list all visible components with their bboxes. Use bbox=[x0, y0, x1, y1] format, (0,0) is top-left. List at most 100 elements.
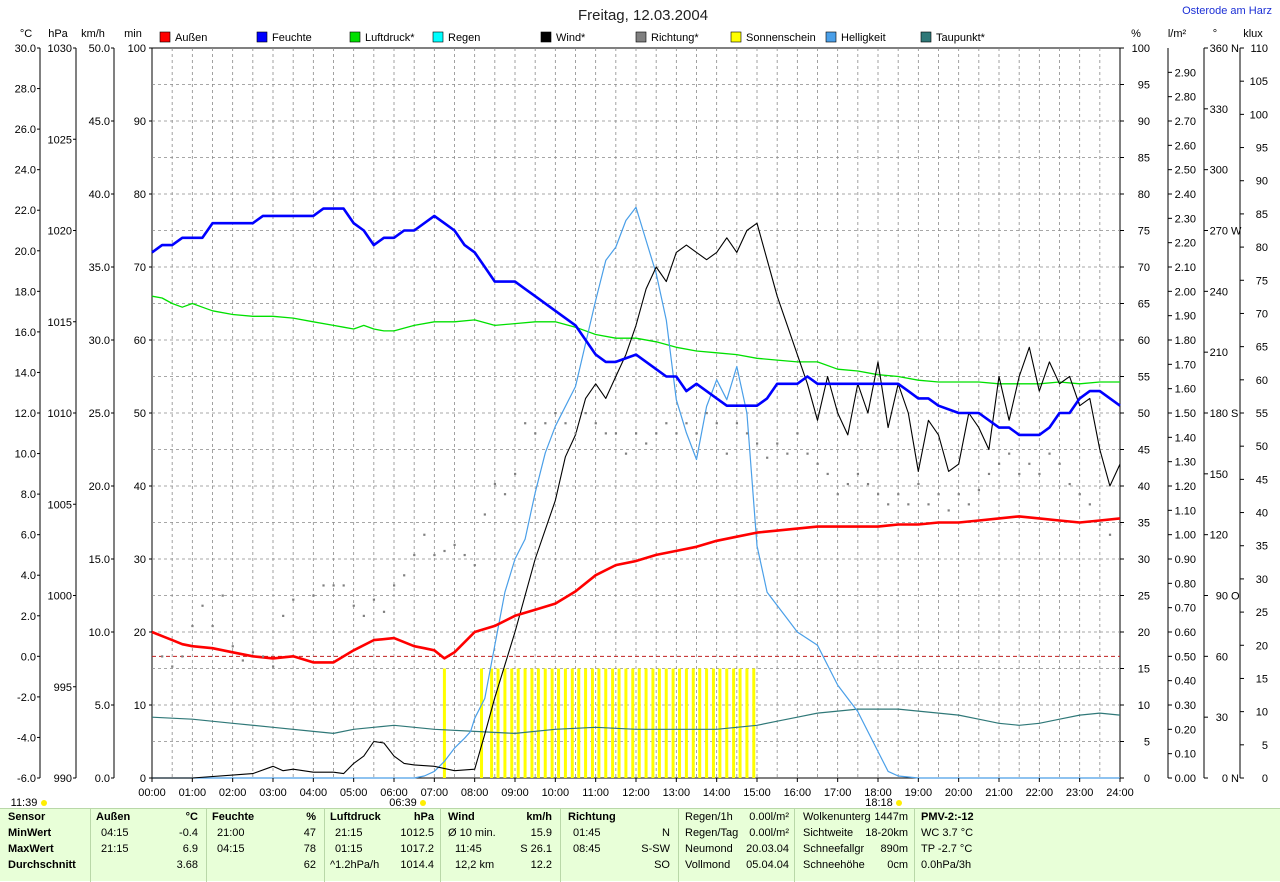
stats-luftdruck-column: Luftdruck hPa 21:15 1012.5 01:15 1017.2 ^1.… bbox=[324, 809, 440, 882]
wind-tick-label: 35.0 bbox=[89, 262, 110, 274]
humidity-tick-label: 60 bbox=[1138, 335, 1150, 347]
klux-tick-label: 20 bbox=[1256, 640, 1268, 652]
rain-tick-label: 2.40 bbox=[1175, 189, 1196, 201]
stats-pressure-trend: 0.0hPa/3h bbox=[921, 859, 972, 871]
klux-tick-label: 50 bbox=[1256, 441, 1268, 453]
richtung-point bbox=[423, 533, 426, 536]
unit-wind: km/h bbox=[81, 28, 105, 40]
richtung-point bbox=[695, 432, 698, 435]
stats-regen-1h-label: Regen/1h bbox=[685, 811, 733, 823]
stats-luftdruck-max-time: 01:15 bbox=[335, 843, 363, 855]
humidity-tick-label: 85 bbox=[1138, 153, 1150, 165]
unit-sun-min: min bbox=[124, 28, 142, 40]
richtung-point bbox=[514, 472, 517, 476]
stats-sensor-header: Sensor bbox=[8, 811, 46, 823]
direction-tick-label: 180 bbox=[1210, 408, 1228, 420]
stats-neumond-value: 20.03.04 bbox=[746, 843, 789, 855]
sun_min-tick-label: 0 bbox=[140, 773, 146, 785]
stats-schneehoehe-label: Schneehöhe bbox=[803, 859, 865, 871]
direction-compass-label: O bbox=[1231, 591, 1240, 603]
humidity-tick-label: 70 bbox=[1138, 262, 1150, 274]
stats-feuchte-avg-value: 62 bbox=[303, 859, 316, 871]
direction-compass-label: N bbox=[1231, 43, 1239, 55]
richtung-point bbox=[201, 604, 204, 607]
pressure-tick-label: 1000 bbox=[48, 591, 72, 603]
sun_min-tick-label: 10 bbox=[134, 700, 146, 712]
richtung-point bbox=[604, 432, 607, 435]
stats-aussen-header: Außen bbox=[96, 811, 131, 823]
rain-tick-label: 1.70 bbox=[1175, 359, 1196, 371]
legend-swatch bbox=[730, 31, 742, 43]
richtung-point bbox=[261, 655, 265, 658]
stats-feuchte-max-time: 04:15 bbox=[217, 843, 245, 855]
stats-regen-tag-value: 0.00l/m² bbox=[749, 827, 789, 839]
humidity-tick-label: 20 bbox=[1138, 627, 1150, 639]
stats-regen-column: Regen/1h 0.00l/m² Regen/Tag 0.00l/m² Neumo… bbox=[678, 809, 794, 882]
stats-sensor-column: Sensor MinWert MaxWert Durchschnitt bbox=[0, 809, 90, 882]
location-label[interactable]: Osterode am Harz bbox=[1182, 5, 1272, 17]
stats-regen-1h-value: 0.00l/m² bbox=[749, 811, 789, 823]
richtung-point bbox=[806, 452, 809, 455]
x-tick-label: 20:00 bbox=[945, 787, 973, 799]
klux-tick-label: 35 bbox=[1256, 541, 1268, 553]
klux-tick-label: 45 bbox=[1256, 474, 1268, 486]
temp-tick-label: 20.0 bbox=[15, 246, 36, 258]
pressure-tick-label: 990 bbox=[54, 773, 72, 785]
temp-tick-label: -2.0 bbox=[17, 692, 36, 704]
stats-feuchte-min-time: 21:00 bbox=[217, 827, 245, 839]
humidity-tick-label: 90 bbox=[1138, 116, 1150, 128]
sun_min-tick-label: 20 bbox=[134, 627, 146, 639]
klux-tick-label: 10 bbox=[1256, 707, 1268, 719]
stats-luftdruck-avg-value: 1014.4 bbox=[400, 859, 434, 871]
sun-marker-left-icon bbox=[41, 800, 47, 806]
richtung-point bbox=[1108, 533, 1112, 536]
richtung-point bbox=[564, 422, 567, 425]
richtung-point bbox=[897, 493, 900, 496]
stats-vollmond-label: Vollmond bbox=[685, 859, 731, 871]
richtung-point bbox=[503, 493, 507, 496]
sun_min-tick-label: 50 bbox=[134, 408, 146, 420]
temp-tick-label: 8.0 bbox=[21, 489, 36, 501]
stats-richtung-min-time: 01:45 bbox=[573, 827, 601, 839]
temp-tick-label: 12.0 bbox=[15, 408, 36, 420]
stats-aussen-max-value: 6.9 bbox=[182, 843, 198, 855]
richtung-point bbox=[332, 584, 335, 587]
richtung-point bbox=[645, 442, 648, 445]
stats-luftdruck-trend: ^1.2hPa/h bbox=[330, 859, 380, 871]
x-tick-label: 04:00 bbox=[300, 787, 328, 799]
x-tick-label: 00:00 bbox=[138, 787, 166, 799]
stats-neumond-label: Neumond bbox=[685, 843, 733, 855]
richtung-point bbox=[967, 503, 970, 506]
unit-pressure: hPa bbox=[48, 28, 68, 40]
legend-label: Feuchte bbox=[272, 32, 312, 44]
stats-wolken-column: Wolkenunterg 1447m Sichtweite 18-20km Schn… bbox=[794, 809, 914, 882]
chart-title: Freitag, 12.03.2004 bbox=[578, 7, 708, 24]
stats-feuchte-column: Feuchte% 21:00 47 04:15 78 62 bbox=[206, 809, 324, 882]
richtung-point bbox=[171, 665, 174, 668]
richtung-point bbox=[977, 489, 981, 492]
stats-schneehoehe-value: 0cm bbox=[887, 859, 908, 871]
richtung-point bbox=[766, 456, 769, 459]
sun_min-tick-label: 60 bbox=[134, 335, 146, 347]
x-tick-label: 08:00 bbox=[461, 787, 489, 799]
direction-compass-label: N bbox=[1231, 773, 1239, 785]
richtung-point bbox=[917, 482, 920, 486]
richtung-point bbox=[624, 452, 628, 455]
humidity-tick-label: 0 bbox=[1144, 773, 1150, 785]
richtung-point bbox=[735, 422, 739, 425]
humidity-tick-label: 80 bbox=[1138, 189, 1150, 201]
klux-tick-label: 100 bbox=[1250, 109, 1268, 121]
temp-tick-label: 6.0 bbox=[21, 530, 36, 542]
legend-label: Regen bbox=[448, 32, 480, 44]
richtung-point bbox=[352, 604, 355, 607]
richtung-point bbox=[665, 422, 668, 425]
stats-feuchte-min-value: 47 bbox=[303, 827, 316, 839]
wind-tick-label: 5.0 bbox=[95, 700, 110, 712]
wind-tick-label: 15.0 bbox=[89, 554, 110, 566]
legend-label: Taupunkt* bbox=[936, 32, 986, 44]
statistics-panel: Sensor MinWert MaxWert Durchschnitt Auße… bbox=[0, 808, 1280, 882]
axes: 00:00 01:00 02:00 03:00 04:00 05:00 06:00 07:00… bbox=[15, 43, 1268, 799]
sunset-label: 18:18 bbox=[865, 797, 893, 808]
richtung-point bbox=[433, 553, 436, 557]
stats-aussen-unit: °C bbox=[185, 811, 198, 823]
